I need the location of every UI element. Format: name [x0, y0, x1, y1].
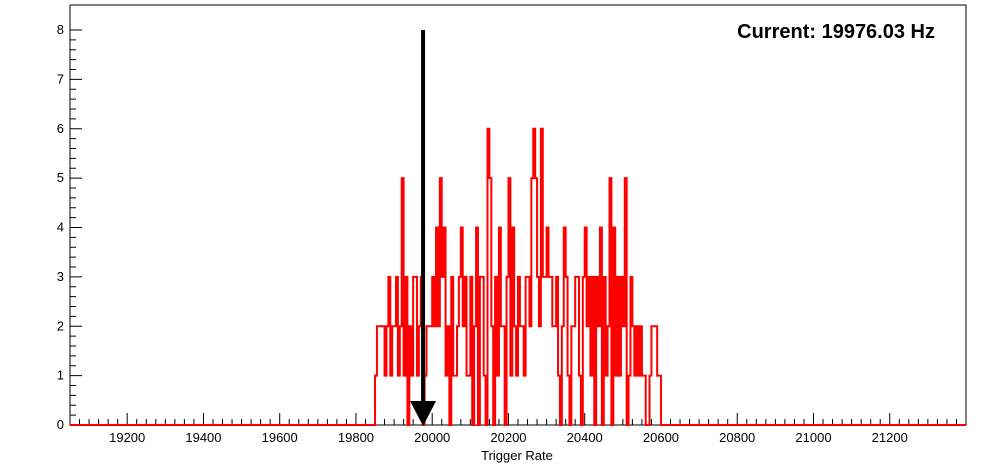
x-tick-label: 20800: [719, 430, 755, 445]
histogram-series: [70, 127, 966, 426]
arrow-head: [410, 401, 437, 426]
x-tick-label: 19800: [338, 430, 374, 445]
x-tick-label: 21200: [872, 430, 908, 445]
current-rate-arrow: [410, 30, 437, 426]
y-tick-label: 2: [57, 318, 64, 333]
x-tick-label: 19200: [109, 430, 145, 445]
x-tick-label: 20200: [490, 430, 526, 445]
y-tick-label: 8: [57, 22, 64, 37]
x-axis-title: Trigger Rate: [481, 448, 553, 463]
y-tick-label: 3: [57, 269, 64, 284]
x-axis-ticks: 19200 19400 19600 19800 20000 20200 20400 20600…: [79, 413, 967, 445]
y-tick-label: 1: [57, 368, 64, 383]
y-axis-ticks: 0 1 2 3 4 5 6 7 8: [57, 22, 82, 432]
x-tick-label: 19600: [262, 430, 298, 445]
y-tick-label: 7: [57, 71, 64, 86]
y-tick-label: 6: [57, 121, 64, 136]
current-rate-label: Current: 19976.03 Hz: [737, 21, 935, 43]
x-tick-label: 20600: [643, 430, 679, 445]
y-tick-label: 4: [57, 220, 64, 235]
x-tick-label: 20400: [567, 430, 603, 445]
x-tick-label: 20000: [414, 430, 450, 445]
x-tick-label: 19400: [185, 430, 221, 445]
x-tick-label: 21000: [795, 430, 831, 445]
y-tick-label: 5: [57, 170, 64, 185]
histogram-line: [70, 127, 966, 426]
y-tick-label: 0: [57, 417, 64, 432]
